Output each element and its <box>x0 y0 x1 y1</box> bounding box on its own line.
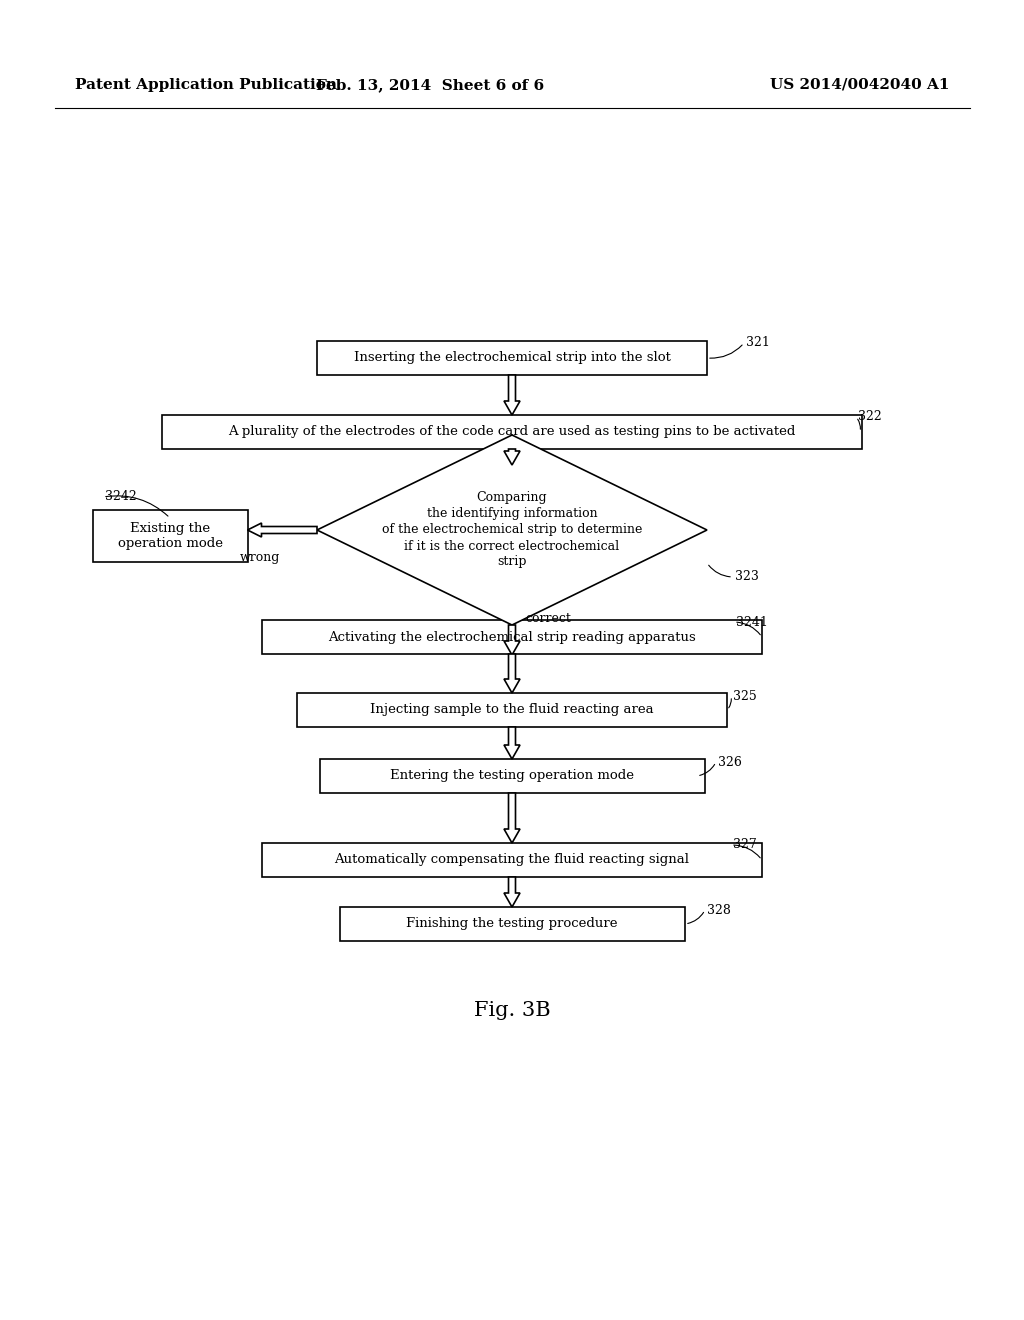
Text: 328: 328 <box>707 903 731 916</box>
Polygon shape <box>504 793 520 843</box>
Text: wrong: wrong <box>240 552 281 565</box>
Text: 323: 323 <box>735 570 759 583</box>
FancyArrowPatch shape <box>737 622 761 635</box>
FancyArrowPatch shape <box>688 912 703 924</box>
Text: Entering the testing operation mode: Entering the testing operation mode <box>390 770 634 783</box>
FancyArrowPatch shape <box>729 698 731 708</box>
Text: Comparing
the identifying information
of the electrochemical strip to determine
: Comparing the identifying information of… <box>382 491 642 569</box>
Text: 3241: 3241 <box>736 615 768 628</box>
FancyArrowPatch shape <box>858 420 860 429</box>
Text: 3242: 3242 <box>105 491 137 503</box>
Bar <box>317 341 707 375</box>
Text: Fig. 3B: Fig. 3B <box>474 1001 550 1019</box>
FancyArrowPatch shape <box>699 764 715 775</box>
Text: 326: 326 <box>718 755 741 768</box>
Bar <box>340 907 684 941</box>
Text: Feb. 13, 2014  Sheet 6 of 6: Feb. 13, 2014 Sheet 6 of 6 <box>316 78 544 92</box>
Text: Activating the electrochemical strip reading apparatus: Activating the electrochemical strip rea… <box>328 631 696 644</box>
Text: 325: 325 <box>733 689 757 702</box>
Bar <box>162 414 862 449</box>
Text: 327: 327 <box>733 838 757 851</box>
Polygon shape <box>317 436 707 624</box>
FancyArrowPatch shape <box>709 565 730 577</box>
Text: US 2014/0042040 A1: US 2014/0042040 A1 <box>770 78 950 92</box>
FancyArrowPatch shape <box>734 845 760 858</box>
Bar <box>319 759 705 793</box>
FancyArrowPatch shape <box>710 345 742 358</box>
Polygon shape <box>504 624 520 655</box>
Polygon shape <box>504 449 520 465</box>
Bar <box>262 843 762 876</box>
Bar <box>262 620 762 653</box>
Text: Injecting sample to the fluid reacting area: Injecting sample to the fluid reacting a… <box>371 704 653 717</box>
Text: Automatically compensating the fluid reacting signal: Automatically compensating the fluid rea… <box>335 854 689 866</box>
Bar <box>92 510 248 562</box>
Text: A plurality of the electrodes of the code card are used as testing pins to be ac: A plurality of the electrodes of the cod… <box>228 425 796 438</box>
Text: Existing the
operation mode: Existing the operation mode <box>118 521 222 550</box>
Bar <box>297 693 727 727</box>
Polygon shape <box>504 876 520 907</box>
Text: correct: correct <box>525 611 570 624</box>
Text: Inserting the electrochemical strip into the slot: Inserting the electrochemical strip into… <box>353 351 671 364</box>
Text: 322: 322 <box>858 411 882 424</box>
Text: Finishing the testing procedure: Finishing the testing procedure <box>407 917 617 931</box>
FancyArrowPatch shape <box>105 496 168 516</box>
Polygon shape <box>248 523 317 537</box>
Text: Patent Application Publication: Patent Application Publication <box>75 78 337 92</box>
Polygon shape <box>504 727 520 759</box>
Polygon shape <box>504 375 520 414</box>
Text: 321: 321 <box>746 337 770 350</box>
Polygon shape <box>504 653 520 693</box>
